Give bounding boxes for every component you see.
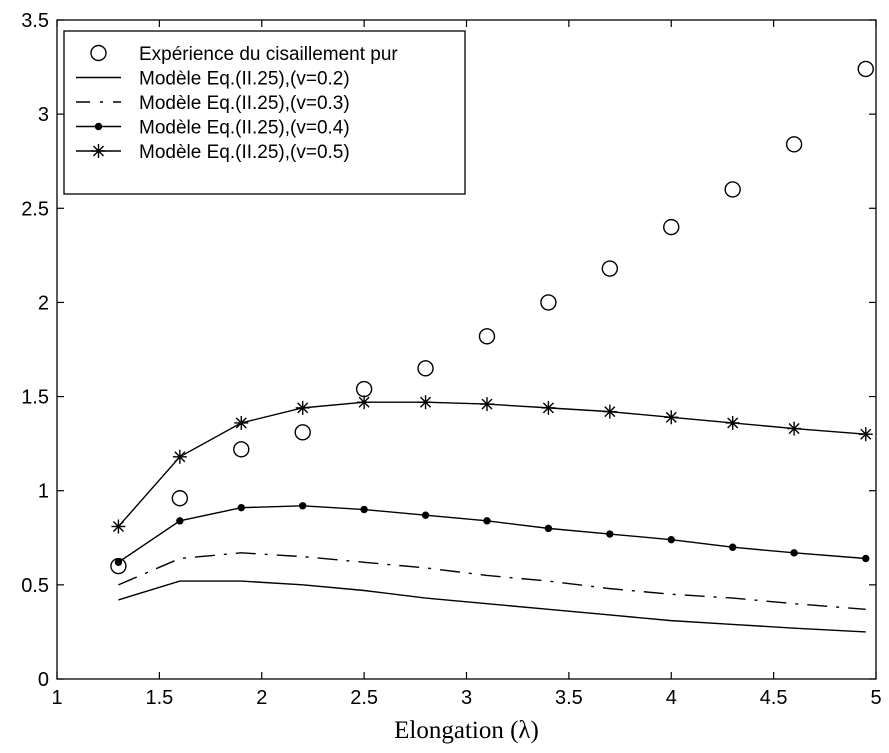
star-stroke [174, 451, 186, 463]
legend-label: Modèle Eq.(II.25),(v=0.5) [139, 142, 350, 163]
x-tick-label: 2 [256, 687, 267, 709]
data-point [725, 415, 740, 430]
series-2 [118, 552, 866, 611]
series-4 [111, 395, 873, 534]
data-point [294, 424, 311, 441]
star-stroke [604, 406, 616, 418]
data-point [862, 554, 870, 563]
y-tick-label: 0.5 [21, 575, 49, 597]
data-point [172, 449, 187, 464]
star-stroke [481, 398, 493, 410]
legend-item: Modèle Eq.(II.25),(v=0.2) [76, 69, 350, 90]
x-tick-label: 4 [666, 687, 677, 709]
x-tick-label: 5 [870, 687, 881, 709]
legend-label: Modèle Eq.(II.25),(v=0.4) [139, 118, 350, 139]
data-point [418, 395, 433, 410]
data-point [360, 505, 368, 514]
data-point [176, 517, 184, 525]
star-stroke [860, 428, 872, 440]
series-line [117, 401, 866, 527]
star-stroke [420, 396, 432, 408]
data-point [171, 490, 189, 507]
data-point [787, 421, 802, 436]
legend-label: Modèle Eq.(II.25),(v=0.3) [139, 93, 350, 114]
star-stroke [297, 402, 309, 414]
star-stroke [358, 396, 370, 408]
data-point [114, 558, 123, 566]
y-tick-label: 2.5 [21, 198, 49, 220]
legend-label: Expérience du cisaillement pur [139, 44, 398, 65]
data-point [234, 415, 249, 430]
x-axis-label: Elongation (λ) [394, 717, 539, 744]
x-tick-label: 3 [461, 687, 472, 709]
star-stroke [727, 417, 739, 429]
data-point [483, 517, 491, 525]
data-point [663, 218, 680, 236]
y-tick-label: 1 [38, 481, 49, 503]
star-stroke [92, 145, 105, 157]
data-point [478, 328, 496, 345]
data-point [602, 404, 617, 419]
x-tick-label: 2.5 [350, 687, 378, 709]
legend-item: Modèle Eq.(II.25),(v=0.5) [76, 142, 350, 163]
data-point [110, 557, 127, 575]
legend-swatch-marker [91, 144, 106, 158]
data-point [111, 519, 126, 534]
star-stroke [665, 411, 677, 423]
data-point [664, 410, 679, 425]
y-tick-label: 0 [38, 669, 49, 691]
data-point [667, 535, 675, 544]
star-stroke [788, 423, 800, 435]
legend-box [63, 30, 466, 195]
legend-swatch-marker [90, 44, 107, 62]
legend-item: Modèle Eq.(II.25),(v=0.3) [76, 93, 350, 114]
y-tick-label: 2 [38, 292, 49, 314]
legend-item: Modèle Eq.(II.25),(v=0.4) [76, 118, 350, 139]
series-line [118, 552, 866, 611]
data-point [421, 511, 430, 519]
x-tick-label: 1 [51, 687, 62, 709]
data-point [790, 549, 798, 557]
star-stroke [542, 402, 554, 414]
series-0 [110, 60, 874, 575]
data-point [295, 400, 310, 415]
data-point [724, 181, 741, 198]
series-line [118, 580, 866, 633]
legend: Expérience du cisaillement pur Modèle Eq.… [63, 30, 466, 195]
data-point [417, 360, 434, 377]
data-point [785, 136, 803, 153]
y-tick-label: 3.5 [21, 10, 49, 32]
x-tick-label: 3.5 [555, 687, 583, 709]
legend-swatch-marker [94, 122, 103, 131]
data-point [540, 294, 557, 311]
series-line [118, 505, 866, 563]
data-point [355, 380, 373, 398]
x-tick-label: 4.5 [760, 687, 788, 709]
x-tick-label: 1.5 [145, 687, 173, 709]
data-point [606, 530, 614, 538]
legend-label: Modèle Eq.(II.25),(v=0.2) [139, 69, 350, 90]
data-point [728, 543, 737, 551]
series-1 [118, 580, 866, 633]
data-point [541, 400, 556, 415]
data-point [601, 260, 619, 277]
data-point [858, 427, 873, 442]
data-point [237, 503, 245, 512]
data-point [357, 395, 372, 410]
y-tick-label: 3 [38, 104, 49, 126]
star-stroke [112, 520, 124, 533]
data-point [857, 60, 874, 78]
series-3 [114, 502, 870, 566]
data-point [479, 397, 494, 412]
data-point [233, 441, 250, 458]
plot-series [110, 60, 874, 633]
legend-item: Expérience du cisaillement pur [90, 44, 398, 65]
y-tick-label: 1.5 [21, 387, 49, 409]
star-stroke [235, 417, 247, 429]
data-point [544, 524, 553, 533]
axes: 1 1.5 2 2.5 3 3.5 4 4.5 5 0 0.5 1 1.5 2 2.5 3 3.5 [21, 10, 881, 709]
data-point [299, 502, 307, 510]
